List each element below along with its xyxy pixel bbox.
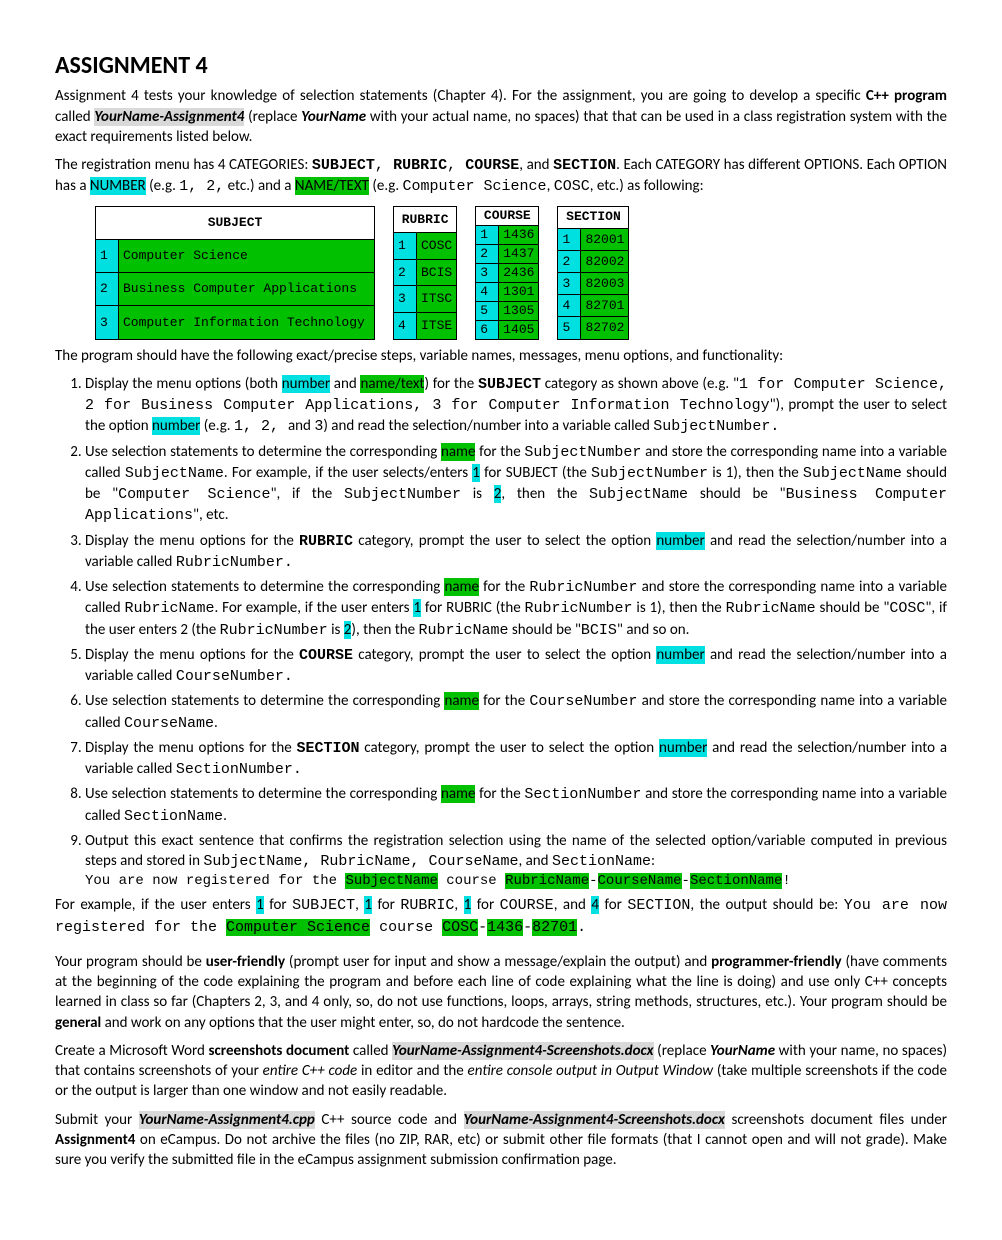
step-1: Display the menu options (both number an… — [85, 374, 947, 438]
submit-paragraph: Submit your YourName-Assignment4.cpp C++… — [55, 1110, 947, 1171]
rubric-table: RUBRIC 1COSC2BCIS3ITSC4ITSE — [393, 206, 457, 340]
steps-lead: The program should have the following ex… — [55, 346, 947, 366]
page-title: ASSIGNMENT 4 — [55, 50, 947, 82]
step-7: Display the menu options for the SECTION… — [85, 738, 947, 781]
intro-paragraph-2: The registration menu has 4 CATEGORIES: … — [55, 155, 947, 198]
step-3: Display the menu options for the RUBRIC … — [85, 531, 947, 574]
intro-paragraph-1: Assignment 4 tests your knowledge of sel… — [55, 86, 947, 147]
section-table: SECTION 182001282002382003482701582702 — [557, 206, 629, 340]
steps-list: Display the menu options (both number an… — [55, 374, 947, 891]
step-4: Use selection statements to determine th… — [85, 577, 947, 641]
output-template: You are now registered for the SubjectNa… — [85, 872, 947, 891]
step-5: Display the menu options for the COURSE … — [85, 645, 947, 688]
example-paragraph: For example, if the user enters 1 for SU… — [55, 895, 947, 938]
course-table: COURSE 114362143732436413015130561405 — [475, 206, 539, 340]
step-6: Use selection statements to determine th… — [85, 691, 947, 734]
friendly-paragraph: Your program should be user-friendly (pr… — [55, 952, 947, 1033]
step-2: Use selection statements to determine th… — [85, 442, 947, 527]
screenshots-paragraph: Create a Microsoft Word screenshots docu… — [55, 1041, 947, 1102]
step-9: Output this exact sentence that confirms… — [85, 831, 947, 891]
subject-table: SUBJECT 1Computer Science2Business Compu… — [95, 206, 375, 340]
step-8: Use selection statements to determine th… — [85, 784, 947, 827]
category-tables: SUBJECT 1Computer Science2Business Compu… — [95, 206, 947, 340]
